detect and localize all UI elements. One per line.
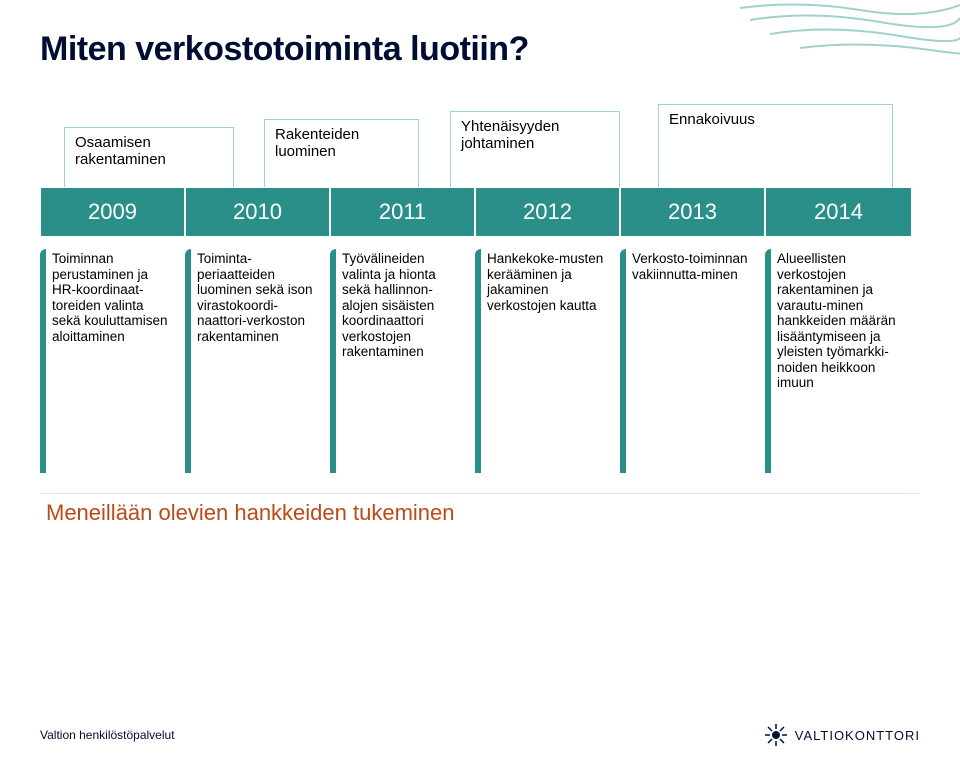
year-detail-0: Toiminnan perustaminen ja HR-koordinaat-… bbox=[40, 243, 180, 473]
year-pill-2009: 2009 bbox=[40, 187, 185, 237]
year-pill-2012: 2012 bbox=[475, 187, 620, 237]
year-pill-2014: 2014 bbox=[765, 187, 912, 237]
phase-labels-row: Osaamisenrakentaminen Rakenteidenluominen… bbox=[40, 97, 920, 187]
phase-label-3: Ennakoivuus bbox=[658, 104, 893, 187]
slide-content: Miten verkostotoiminta luotiin? Osaamise… bbox=[0, 0, 960, 535]
year-pill-2011: 2011 bbox=[330, 187, 475, 237]
year-detail-4: Verkosto-toiminnan vakiinnutta-minen bbox=[620, 243, 760, 473]
year-detail-5: Alueellisten verkostojen rakentaminen ja… bbox=[765, 243, 910, 473]
year-details-row: Toiminnan perustaminen ja HR-koordinaat-… bbox=[40, 243, 920, 493]
year-pill-2013: 2013 bbox=[620, 187, 765, 237]
year-detail-2: Työvälineiden valinta ja hionta sekä hal… bbox=[330, 243, 470, 473]
phase-label-0: Osaamisenrakentaminen bbox=[64, 127, 234, 187]
footer-logo: VALTIOKONTTORI bbox=[765, 724, 920, 746]
phase-label-1: Rakenteidenluominen bbox=[264, 119, 419, 187]
footer-logo-text: VALTIOKONTTORI bbox=[795, 728, 920, 743]
year-detail-3: Hankekoke-musten kerääminen ja jakaminen… bbox=[475, 243, 615, 473]
banner-row: Meneillään olevien hankkeiden tukeminen bbox=[40, 493, 920, 535]
year-timeline-row: 200920102011201220132014 bbox=[40, 187, 920, 243]
year-detail-1: Toiminta-periaatteiden luominen sekä iso… bbox=[185, 243, 325, 473]
phase-label-2: Yhtenäisyydenjohtaminen bbox=[450, 111, 620, 187]
corner-decoration bbox=[740, 0, 960, 55]
ongoing-projects-banner: Meneillään olevien hankkeiden tukeminen bbox=[40, 493, 920, 531]
footer-left-text: Valtion henkilöstöpalvelut bbox=[40, 728, 175, 742]
year-pill-2010: 2010 bbox=[185, 187, 330, 237]
